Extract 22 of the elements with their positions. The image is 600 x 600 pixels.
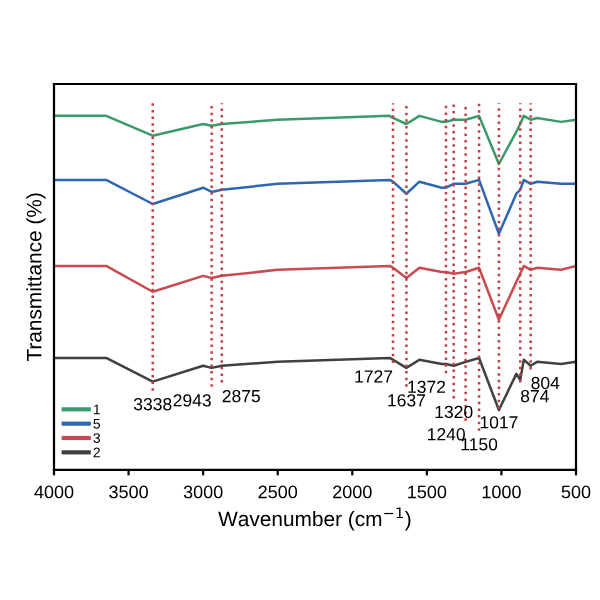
x-axis-title: Wavenumber (cm$^{−1}$) — [218, 507, 411, 531]
ref-line-label: 1637 — [388, 394, 426, 407]
x-tick-label: 4000 — [34, 485, 74, 499]
x-tick-label: 500 — [561, 485, 591, 499]
ref-line-label: 2943 — [173, 394, 211, 407]
ref-line-label: 1017 — [480, 416, 518, 429]
ref-line-label: 804 — [531, 376, 560, 390]
ref-line-label: 1372 — [408, 380, 446, 394]
ref-line-label: 1727 — [355, 370, 393, 383]
ref-line-label: 1150 — [461, 438, 498, 451]
x-tick-label: 2000 — [333, 485, 372, 499]
ref-line-label: 1320 — [435, 405, 473, 419]
x-tick-label: 1500 — [408, 485, 447, 499]
x-tick-label: 3000 — [183, 485, 223, 499]
ref-line-label: 874 — [520, 389, 549, 403]
x-tick-label: 2500 — [258, 485, 298, 499]
ref-line-label: 3338 — [133, 398, 172, 411]
x-tick-label: 1000 — [482, 485, 521, 499]
ref-line-label: 2875 — [222, 389, 260, 403]
y-axis-title: Transmittance (%) — [26, 193, 46, 362]
x-tick-label: 3500 — [109, 485, 148, 499]
ref-line-label: 1240 — [428, 428, 465, 441]
